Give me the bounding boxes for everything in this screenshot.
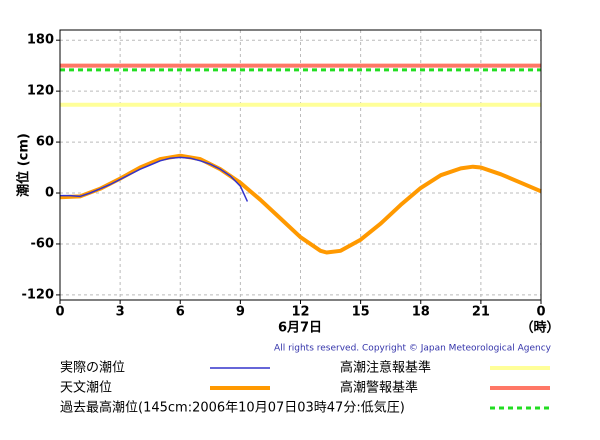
series-line [60,156,249,202]
y-axis-label: 潮位 (cm) [16,133,32,197]
x-tick-label: 0 [536,305,545,320]
x-tick-label: 6 [176,305,185,320]
x-tick-label: 15 [352,305,370,320]
series-line [59,153,542,255]
legend-label: 過去最高潮位(145cm:2006年10月07日03時47分:低気圧) [60,400,405,416]
legend-label: 高潮注意報基準 [340,360,431,376]
y-tick-label: 0 [45,186,54,201]
x-tick-label: 9 [236,305,245,320]
x-tick-label: 12 [291,305,309,320]
legend-label: 高潮警報基準 [340,380,418,396]
copyright: All rights reserved. Copyright © Japan M… [274,344,552,354]
y-tick-label: 120 [27,84,54,99]
x-tick-label: 18 [412,305,430,320]
x-tick-label: 3 [116,305,125,320]
x-axis-label: 6月7日 [278,321,322,336]
y-tick-label: 60 [36,135,54,150]
y-tick-label: -60 [31,236,55,251]
plot-frame [59,29,542,301]
legend-label: 実際の潮位 [60,360,125,376]
y-tick-label: -120 [21,287,54,302]
legend-label: 天文潮位 [60,381,112,396]
x-tick-label: 0 [55,305,64,320]
x-tick-label: 21 [472,305,490,320]
y-tick-label: 180 [27,33,54,48]
x-axis-unit: （時） [520,320,559,336]
